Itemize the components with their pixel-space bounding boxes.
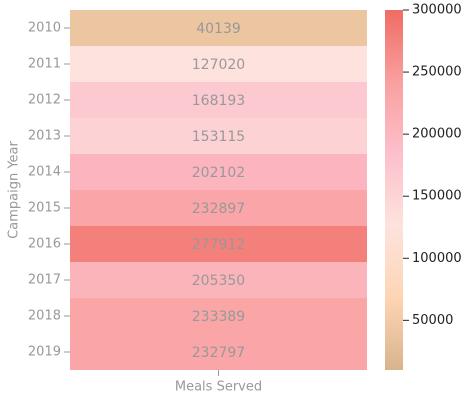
colorbar-tick-label: 150000 xyxy=(412,189,462,204)
cell-label: 232897 xyxy=(192,201,245,217)
y-tick-label: 2012 xyxy=(28,93,61,108)
colorbar xyxy=(385,10,403,370)
y-tick-label: 2015 xyxy=(28,201,61,216)
y-tick-label: 2018 xyxy=(28,309,61,324)
heatmap-cell xyxy=(70,334,367,370)
heatmap-cell xyxy=(70,262,367,298)
cell-label: 202102 xyxy=(192,165,245,181)
colorbar-tick-label: 200000 xyxy=(412,127,462,142)
colorbar-tick-label: 300000 xyxy=(412,3,462,18)
heatmap-cell xyxy=(70,10,367,46)
cell-label: 232797 xyxy=(192,345,245,361)
cell-label: 127020 xyxy=(192,57,245,73)
y-tick-label: 2011 xyxy=(28,57,61,72)
heatmap-cell xyxy=(70,46,367,82)
y-tick-label: 2014 xyxy=(28,165,61,180)
cell-label: 205350 xyxy=(192,273,245,289)
heatmap-cell xyxy=(70,82,367,118)
colorbar-tick-label: 50000 xyxy=(412,313,453,328)
y-tick-label: 2017 xyxy=(28,273,61,288)
y-tick-label: 2010 xyxy=(28,21,61,36)
y-tick-label: 2013 xyxy=(28,129,61,144)
heatmap-cell xyxy=(70,190,367,226)
colorbar-tick-label: 250000 xyxy=(412,65,462,80)
colorbar-tick-label: 100000 xyxy=(412,251,462,266)
y-tick-label: 2019 xyxy=(28,345,61,360)
cell-label: 40139 xyxy=(196,21,241,37)
y-tick-label: 2016 xyxy=(28,237,61,252)
heatmap-cell xyxy=(70,298,367,334)
heatmap-cell xyxy=(70,154,367,190)
cell-label: 168193 xyxy=(192,93,245,109)
cell-label: 153115 xyxy=(192,129,245,145)
heatmap-cell xyxy=(70,118,367,154)
y-axis-label: Campaign Year xyxy=(7,141,22,239)
cell-label: 277912 xyxy=(192,237,245,253)
heatmap-cell xyxy=(70,226,367,262)
cell-label: 233389 xyxy=(192,309,245,325)
x-tick-label: Meals Served xyxy=(175,380,262,395)
